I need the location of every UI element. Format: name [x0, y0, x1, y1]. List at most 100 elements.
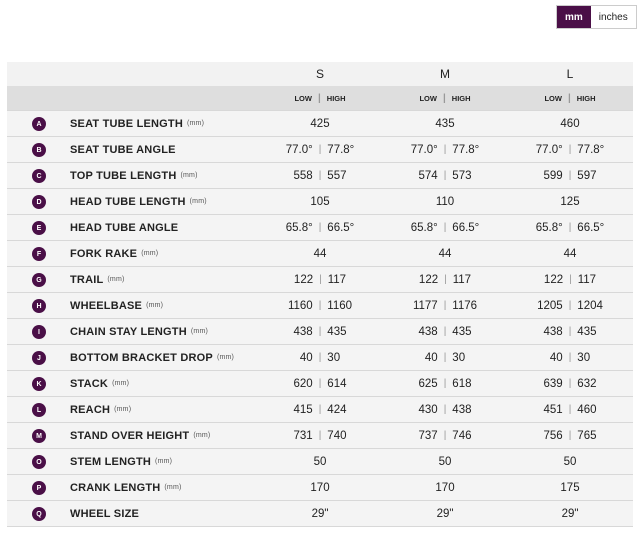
value: 77.0°: [285, 143, 313, 156]
value: 430: [418, 403, 438, 416]
separator: |: [443, 326, 447, 337]
subheader-row: LOW | HIGH LOW | HIGH LOW | HIGH: [7, 86, 633, 111]
value-cell: 731 | 740: [260, 423, 380, 448]
value-cell: 1177 | 1176: [385, 293, 505, 318]
measure-name: HEAD TUBE LENGTH (mm): [70, 189, 207, 214]
value: 415: [293, 403, 313, 416]
measure-name: STEM LENGTH (mm): [70, 449, 172, 474]
letter-badge: D: [32, 195, 46, 209]
value: 1205: [537, 299, 563, 312]
geometry-row: O STEM LENGTH (mm) 50 50 50: [7, 449, 633, 475]
separator: |: [568, 326, 572, 337]
value: 425: [310, 117, 330, 130]
value: 435: [452, 325, 472, 338]
value: 438: [418, 325, 438, 338]
inches-button[interactable]: inches: [598, 11, 628, 23]
value: 574: [418, 169, 438, 182]
measure-name: WHEELBASE (mm): [70, 293, 163, 318]
measure-name: BOTTOM BRACKET DROP (mm): [70, 345, 234, 370]
geometry-row: P CRANK LENGTH (mm) 170 170 175: [7, 475, 633, 501]
measure-name: SEAT TUBE LENGTH (mm): [70, 111, 204, 136]
separator: |: [443, 404, 447, 415]
value-cell: 599 | 597: [510, 163, 630, 188]
geometry-row: D HEAD TUBE LENGTH (mm) 105 110 125: [7, 189, 633, 215]
value: 40: [549, 351, 563, 364]
value-cell: 29": [385, 501, 505, 526]
separator: |: [443, 300, 447, 311]
value-cell: 737 | 746: [385, 423, 505, 448]
separator: |: [568, 170, 572, 181]
value-cell: 435: [385, 111, 505, 136]
name-text: BOTTOM BRACKET DROP: [70, 351, 213, 364]
low-high: LOW | HIGH: [385, 86, 505, 110]
value-cell: 438 | 435: [260, 319, 380, 344]
geometry-row: G TRAIL (mm) 122 | 117 122 | 117 122 | 117: [7, 267, 633, 293]
value-cell: 460: [510, 111, 630, 136]
separator: |: [568, 144, 572, 155]
separator: |: [318, 326, 322, 337]
value-cell: 438 | 435: [510, 319, 630, 344]
name-text: TRAIL: [70, 273, 104, 286]
value: 175: [560, 481, 580, 494]
value: 66.5°: [327, 221, 355, 234]
unit: (mm): [141, 250, 159, 257]
separator: |: [568, 378, 572, 389]
value-cell: 1160 | 1160: [260, 293, 380, 318]
geometry-row: B SEAT TUBE ANGLE 77.0° | 77.8° 77.0° | 77.8° 77…: [7, 137, 633, 163]
separator: |: [443, 378, 447, 389]
low-label: LOW: [419, 93, 437, 103]
value: 620: [293, 377, 313, 390]
value-cell: 50: [385, 449, 505, 474]
name-text: STAND OVER HEIGHT: [70, 429, 190, 442]
unit: (mm): [112, 380, 130, 387]
value-cell: 50: [260, 449, 380, 474]
value: 1160: [327, 299, 353, 312]
value: 29": [561, 507, 579, 520]
name-text: TOP TUBE LENGTH: [70, 169, 177, 182]
value-cell: 40 | 30: [385, 345, 505, 370]
name-text: HEAD TUBE ANGLE: [70, 221, 179, 234]
value: 597: [577, 169, 597, 182]
value: 44: [563, 247, 577, 260]
geometry-row: C TOP TUBE LENGTH (mm) 558 | 557 574 | 573 599 | 59…: [7, 163, 633, 189]
value: 50: [563, 455, 577, 468]
value: 50: [313, 455, 327, 468]
separator: |: [319, 274, 322, 285]
measure-name: STACK (mm): [70, 371, 129, 396]
value: 29": [436, 507, 454, 520]
mm-button[interactable]: mm: [557, 6, 591, 28]
unit: (mm): [216, 354, 235, 361]
geometry-row: Q WHEEL SIZE 29" 29" 29": [7, 501, 633, 527]
value-cell: 430 | 438: [385, 397, 505, 422]
value-cell: 415 | 424: [260, 397, 380, 422]
value: 30: [452, 351, 466, 364]
value: 435: [435, 117, 455, 130]
high-label: HIGH: [451, 93, 471, 103]
value-cell: 44: [510, 241, 630, 266]
value: 77.0°: [410, 143, 438, 156]
value: 573: [452, 169, 472, 182]
value: 460: [577, 403, 597, 416]
value-cell: 175: [510, 475, 630, 500]
value: 77.0°: [535, 143, 563, 156]
separator: |: [443, 144, 447, 155]
separator: |: [568, 352, 572, 363]
letter-badge: C: [32, 169, 46, 183]
value-cell: 44: [385, 241, 505, 266]
unit: (mm): [187, 120, 205, 127]
size-label: S: [315, 67, 324, 81]
value: 117: [327, 273, 347, 286]
measure-name: FORK RAKE (mm): [70, 241, 158, 266]
separator: |: [568, 404, 572, 415]
separator: |: [568, 222, 572, 233]
name-text: STEM LENGTH: [70, 455, 152, 468]
separator: |: [567, 92, 571, 104]
value: 618: [452, 377, 472, 390]
separator: |: [318, 378, 322, 389]
value: 746: [452, 429, 472, 442]
name-text: FORK RAKE: [70, 247, 138, 260]
value: 65.8°: [410, 221, 438, 234]
value-cell: 44: [260, 241, 380, 266]
